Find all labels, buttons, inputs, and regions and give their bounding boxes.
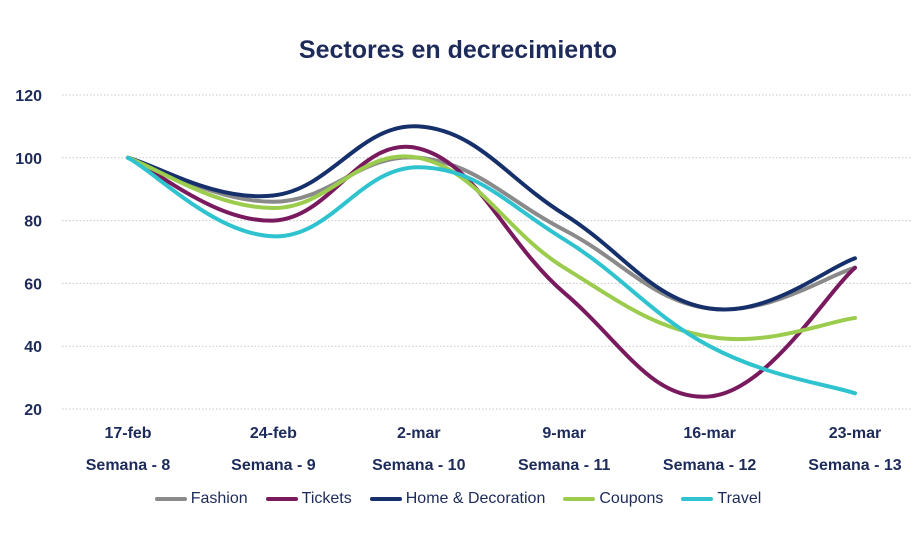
series-line-fashion (126, 155, 857, 312)
x-tick-label: 9-mar (542, 425, 586, 442)
grid-lines (62, 94, 912, 410)
y-tick-label: 80 (24, 214, 42, 231)
y-tick-label: 100 (15, 151, 42, 168)
legend-swatch (265, 497, 298, 501)
legend-swatch (154, 497, 187, 501)
legend-item: Travel (681, 490, 761, 508)
x-tick-label: 16-mar (683, 425, 735, 442)
x-tick-label: 23-mar (829, 425, 881, 442)
x-axis-ticks: 17-feb Semana - 8 24-feb Semana - 9 2-mar Sem… (86, 425, 902, 474)
y-axis-ticks: 20 40 60 80 100 120 (15, 88, 42, 419)
series-line-travel (126, 155, 857, 396)
legend: Fashion Tickets Home & Decoration Coupons Tr… (0, 490, 916, 508)
x-tick-sublabel: Semana - 13 (808, 457, 901, 474)
series-line-tickets (126, 144, 857, 399)
legend-label: Fashion (190, 490, 248, 507)
x-tick-label: 2-mar (397, 425, 441, 442)
legend-item: Tickets (265, 490, 352, 508)
x-tick-sublabel: Semana - 11 (518, 457, 611, 474)
x-tick-sublabel: Semana - 10 (372, 457, 465, 474)
y-tick-label: 120 (15, 88, 42, 105)
x-tick-sublabel: Semana - 9 (231, 457, 316, 474)
legend-label: Travel (717, 490, 762, 507)
legend-label: Coupons (599, 490, 664, 507)
legend-swatch (681, 497, 714, 501)
x-tick-label: 17-feb (104, 425, 151, 442)
x-tick-label: 24-feb (250, 425, 297, 442)
legend-swatch (563, 497, 596, 501)
legend-label: Tickets (301, 490, 352, 507)
x-tick-sublabel: Semana - 12 (663, 457, 756, 474)
series-line-coupons (126, 154, 857, 342)
chart-title: Sectores en decrecimiento (298, 36, 618, 64)
legend-item: Fashion (154, 490, 248, 508)
legend-swatch (369, 497, 402, 501)
y-tick-label: 40 (24, 339, 42, 356)
legend-item: Home & Decoration (369, 490, 546, 508)
y-tick-label: 20 (24, 402, 42, 419)
x-tick-sublabel: Semana - 8 (86, 457, 171, 474)
legend-label: Home & Decoration (405, 490, 546, 507)
y-tick-label: 60 (24, 276, 42, 293)
legend-item: Coupons (563, 490, 663, 508)
series-lines (126, 124, 857, 399)
series-line-home-decoration (126, 124, 857, 312)
